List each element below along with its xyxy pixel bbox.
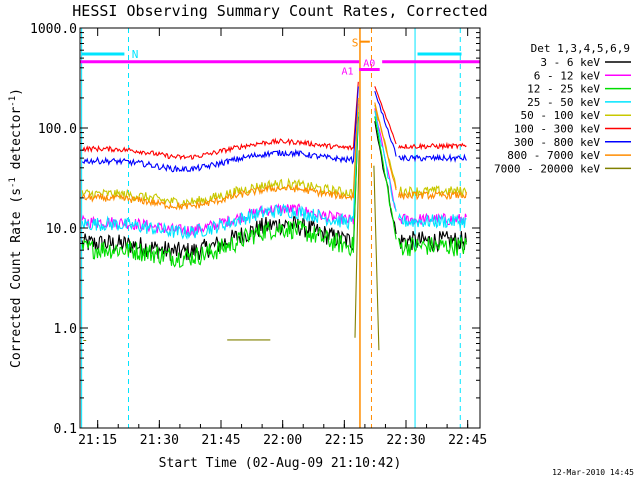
series-5 — [81, 81, 467, 161]
legend-label: 25 - 50 keV — [527, 96, 600, 109]
x-tick-label: 22:45 — [448, 433, 487, 448]
annotation-layer: N S A0 A1 — [80, 28, 480, 428]
night-label: N — [132, 48, 139, 61]
y-label-mid: detector — [9, 107, 24, 178]
series-2 — [81, 111, 467, 268]
saa-label: S — [352, 37, 359, 50]
x-tick-label: 22:00 — [263, 433, 302, 448]
series-line — [81, 111, 467, 268]
x-axis-label: Start Time (02-Aug-09 21:10:42) — [159, 456, 402, 471]
chart-title: HESSI Observing Summary Count Rates, Cor… — [72, 2, 487, 20]
y-tick-label: 10.0 — [46, 222, 77, 237]
attenuator-label-a0: A0 — [363, 59, 375, 70]
y-tick-label: 1000.0 — [30, 22, 77, 37]
series-8 — [83, 150, 380, 351]
series-line — [83, 150, 380, 351]
legend-label: 6 - 12 keV — [534, 69, 601, 82]
y-label-main: Corrected Count Rate (s — [9, 188, 24, 368]
legend-label: 300 - 800 keV — [514, 136, 600, 149]
x-tick-label: 22:15 — [325, 433, 364, 448]
x-tick-label: 21:15 — [78, 433, 117, 448]
y-label-sup2: -1 — [8, 96, 18, 107]
x-tick-label: 21:45 — [201, 433, 240, 448]
series-3 — [81, 106, 467, 240]
legend-label: 800 - 7000 keV — [507, 149, 600, 162]
y-tick-label: 1.0 — [54, 322, 77, 337]
x-tick-label: 21:30 — [140, 433, 179, 448]
axis-layer: 21:15 21:30 21:45 22:00 22:15 22:30 22:45 1000.… — [30, 22, 487, 448]
series-7 — [81, 97, 467, 211]
series-6 — [82, 86, 467, 173]
legend-label: 50 - 100 keV — [521, 109, 601, 122]
series-line — [81, 106, 467, 240]
y-label-sup1: -1 — [8, 177, 18, 188]
series-layer — [81, 81, 467, 351]
y-tick-label: 0.1 — [54, 422, 77, 437]
legend-label: 100 - 300 keV — [514, 123, 600, 136]
legend-title: Det 1,3,4,5,6,9 — [531, 42, 630, 55]
y-label-end: ) — [9, 88, 24, 96]
legend-label: 3 - 6 keV — [540, 56, 600, 69]
y-tick-label: 100.0 — [38, 122, 77, 137]
x-tick-label: 22:30 — [386, 433, 425, 448]
y-axis-label: Corrected Count Rate (s-1 detector-1) — [8, 88, 24, 368]
legend-label: 12 - 25 keV — [527, 83, 600, 96]
legend-label: 7000 - 20000 keV — [494, 162, 600, 175]
series-line — [82, 86, 467, 173]
series-line — [81, 81, 467, 161]
series-line — [81, 97, 467, 211]
footer-timestamp: 12-Mar-2010 14:45 — [552, 468, 634, 477]
attenuator-label-a1: A1 — [341, 66, 353, 77]
